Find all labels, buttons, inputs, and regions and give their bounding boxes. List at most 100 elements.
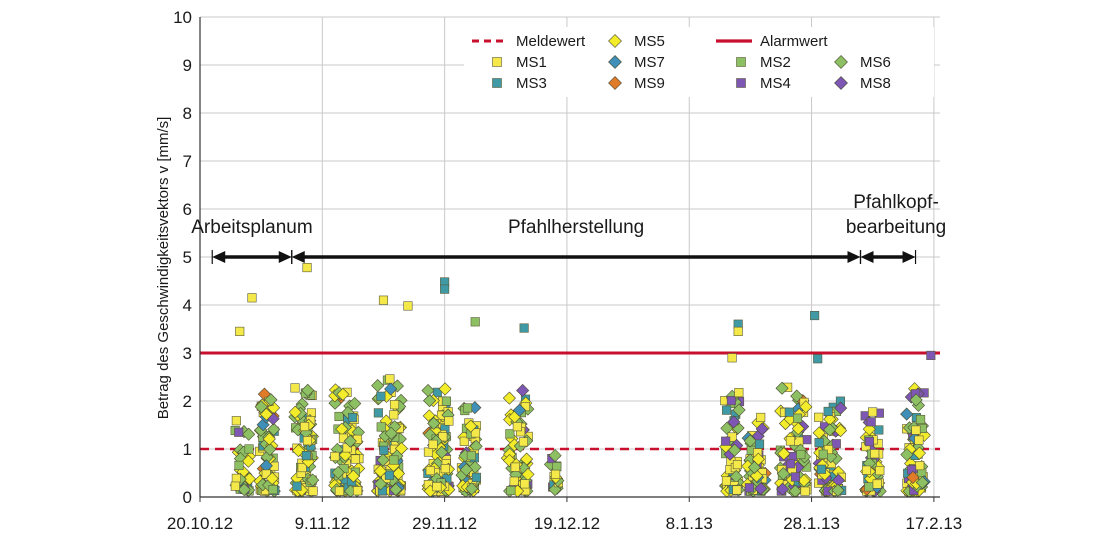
ms4-point xyxy=(721,436,731,446)
ms6-point xyxy=(331,465,345,479)
ms8-point xyxy=(754,482,768,496)
ms2-point xyxy=(470,317,480,327)
y-tick-label: 8 xyxy=(183,104,192,123)
ms5-point xyxy=(799,400,813,414)
ms3-point xyxy=(432,387,442,397)
y-tick-label: 4 xyxy=(183,296,192,315)
ms5-point xyxy=(502,391,516,405)
ms1-point xyxy=(432,482,442,492)
ms2-point xyxy=(736,57,746,67)
ms2-point xyxy=(505,429,515,439)
x-tick-label: 9.11.12 xyxy=(295,514,350,533)
ms6-point xyxy=(237,483,251,497)
y-tick-label: 3 xyxy=(183,344,192,363)
ms7-point xyxy=(900,407,914,421)
ms6-point xyxy=(263,442,277,456)
phase-arrow-head xyxy=(278,251,292,263)
ms1-point xyxy=(440,464,450,474)
ms1-point xyxy=(512,422,522,432)
ms3-point xyxy=(471,472,481,482)
ms5-point xyxy=(291,444,306,458)
ms2-point xyxy=(462,403,473,413)
ms2-point xyxy=(244,444,254,454)
ms3-point xyxy=(384,470,394,480)
ms1-point xyxy=(721,476,731,486)
ms6-point xyxy=(267,422,281,436)
ms4-point xyxy=(744,483,754,493)
ms2-point xyxy=(552,462,562,472)
ms6-point xyxy=(306,473,320,487)
ms1-point xyxy=(231,416,241,426)
ms1-point xyxy=(470,428,481,438)
phase-label-line1: Pfahlkopf- xyxy=(853,192,939,213)
x-tick-label: 8.1.13 xyxy=(666,514,713,533)
y-tick-label: 6 xyxy=(183,200,192,219)
ms1-point xyxy=(385,374,395,384)
ms5-point xyxy=(834,424,848,438)
ms1-point xyxy=(428,439,438,449)
ms6-point xyxy=(743,434,757,448)
legend-label: MS1 xyxy=(516,54,547,71)
ms6-point xyxy=(264,393,278,407)
ms1-point xyxy=(334,486,345,496)
ms2-point xyxy=(376,422,386,432)
ms4-point xyxy=(926,350,936,360)
ms3-point xyxy=(813,354,823,364)
ms1-point xyxy=(425,466,435,476)
ms3-point xyxy=(784,407,794,417)
ms1-point xyxy=(870,449,880,459)
ms4-point xyxy=(790,472,800,482)
ms7-point xyxy=(608,55,622,69)
ms7-point xyxy=(512,403,527,417)
ms3-point xyxy=(810,311,820,321)
legend-label: MS7 xyxy=(634,54,665,71)
ms6-point xyxy=(459,463,473,477)
ms3-point xyxy=(348,413,358,423)
phase-annotations: Arbeitsplanum Pfahlherstellung Pfahlkopf-b… xyxy=(191,192,946,264)
x-tick-label: 28.1.13 xyxy=(783,514,840,533)
legend-label: MS6 xyxy=(860,54,891,71)
ms3-point xyxy=(519,323,529,333)
ms3-point xyxy=(823,406,833,416)
ms1-point xyxy=(915,461,925,471)
legend-label: MS5 xyxy=(634,33,665,50)
ms4-point xyxy=(234,427,244,437)
ms1-point xyxy=(732,485,742,495)
ms1-point xyxy=(732,460,742,470)
ms1-point xyxy=(352,486,363,496)
ms1-point xyxy=(727,353,737,363)
y-tick-label: 2 xyxy=(183,392,192,411)
ms2-point xyxy=(389,455,399,465)
legend-label: MS2 xyxy=(760,54,791,71)
ms8-point xyxy=(727,415,741,429)
ms6-point xyxy=(427,416,441,430)
phase-label: Pfahlherstellung xyxy=(508,217,644,238)
ms6-point xyxy=(301,383,315,397)
y-tick-label: 7 xyxy=(183,152,192,171)
ms4-point xyxy=(831,439,841,449)
ms1-point xyxy=(423,447,433,457)
ms5-point xyxy=(265,471,279,486)
ms3-point xyxy=(301,451,311,461)
phase-label: Arbeitsplanum xyxy=(191,217,312,238)
ms6-point xyxy=(548,483,562,497)
ms1-point xyxy=(814,412,824,422)
legend-label: Meldewert xyxy=(516,33,586,50)
ms1-point xyxy=(389,400,400,410)
ms3-point xyxy=(814,438,824,448)
ms8-point xyxy=(755,422,769,436)
ms2-point xyxy=(864,482,874,492)
ms1-point xyxy=(378,295,389,305)
ms9-point xyxy=(608,76,622,90)
ms4-point xyxy=(726,396,736,406)
ms6-point xyxy=(747,460,761,474)
ms2-point xyxy=(441,396,451,406)
ms1-point xyxy=(868,407,878,417)
ms3-point xyxy=(376,391,386,401)
phase-arrow-head xyxy=(847,251,861,263)
data-points xyxy=(229,263,936,498)
ms1-point xyxy=(785,436,795,446)
ms1-point xyxy=(823,444,833,455)
ms1-point xyxy=(231,473,241,483)
ms6-point xyxy=(371,379,385,393)
